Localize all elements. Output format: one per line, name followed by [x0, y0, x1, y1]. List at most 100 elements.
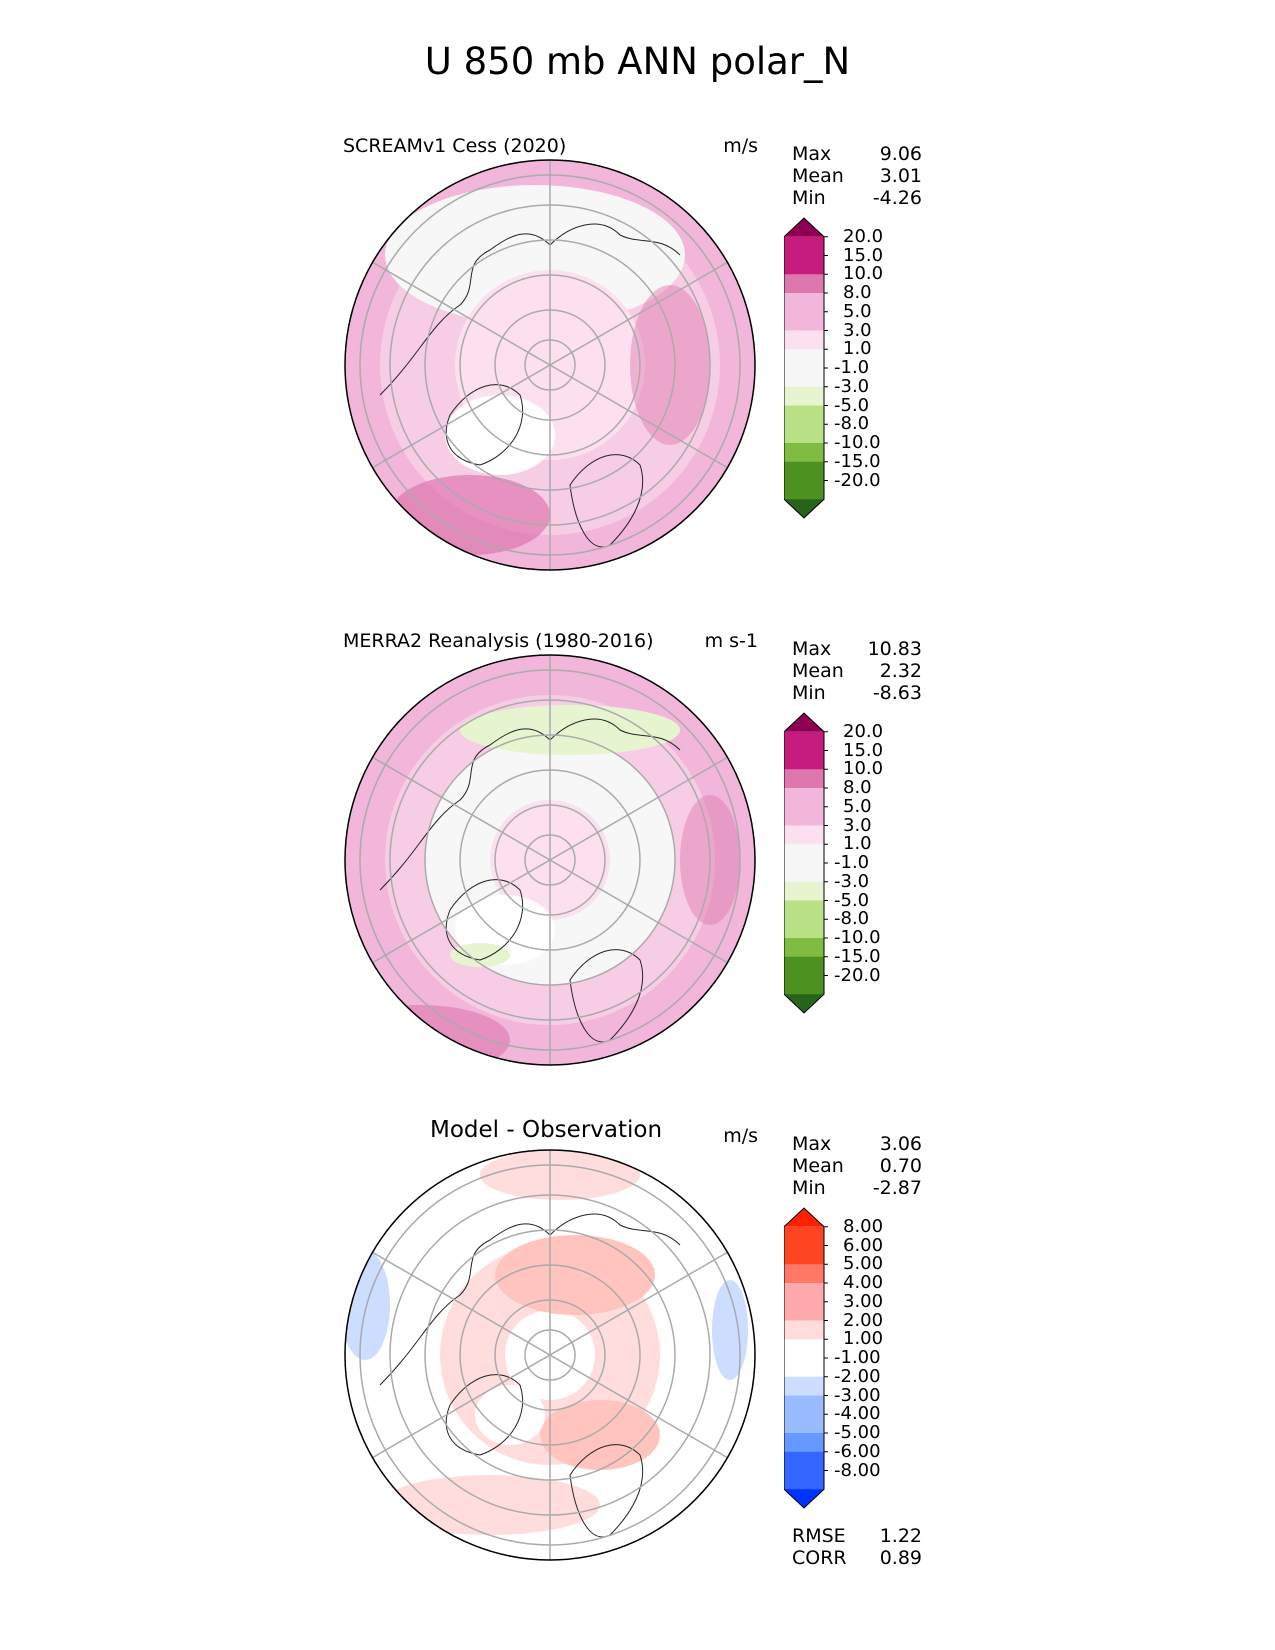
colorbar-segment [784, 956, 824, 976]
figure-title: U 850 mb ANN polar_N [424, 40, 851, 83]
graticule [359, 160, 741, 570]
coastline [379, 718, 681, 891]
stat-label: Min [792, 187, 826, 209]
colorbar-segment [784, 1339, 824, 1359]
coastline [379, 1213, 681, 1386]
colorbar-tick-label: 20.0 [843, 225, 884, 247]
colorbar-tick-label: 8.0 [843, 777, 872, 798]
colorbar-tick-label: 6.00 [843, 1234, 884, 1256]
colorbar-segment [784, 806, 824, 826]
panel-difference: Model - Observation m/s Max 3.06 Mean 0.70… [0, 1117, 1275, 1595]
colorbar-segment [784, 255, 824, 275]
colorbar-tick-label: -3.00 [834, 1384, 881, 1406]
colorbar-segment [784, 1451, 824, 1471]
colorbar-segment [784, 368, 824, 388]
colorbar-segment [784, 975, 824, 995]
colorbar-segment [784, 938, 824, 958]
panel-reference: MERRA2 Reanalysis (1980-2016) m s-1 Max 1… [0, 630, 1275, 1100]
coastline-europe [569, 949, 644, 1043]
field-neutral [475, 1385, 545, 1445]
colorbar-tick-label: -3.0 [834, 375, 870, 397]
colorbar-tick-label: 2.00 [843, 1309, 884, 1331]
colorbar-tick-label: 20.0 [843, 720, 884, 742]
field-positive [480, 1150, 640, 1200]
colorbar-tick-label: 3.0 [843, 814, 872, 836]
stats-box: Max 3.06 Mean 0.70 Min -2.87 [792, 1133, 922, 1199]
colorbar-tick-label: 3.0 [843, 319, 872, 341]
colorbar-tick-label: 10.0 [843, 263, 884, 285]
colorbar-segment [784, 1283, 824, 1303]
colorbar-tick-label: -8.00 [834, 1459, 881, 1481]
colorbar-tick-label: 8.0 [843, 282, 872, 303]
field-greenland [445, 395, 555, 475]
stat-label: Min [792, 1177, 826, 1199]
field-positive [540, 1400, 660, 1470]
map-boundary [344, 159, 756, 571]
coastline-greenland [445, 879, 524, 961]
stat-label: Max [792, 143, 832, 165]
graticule [359, 1150, 741, 1560]
colorbar-segment [784, 825, 824, 845]
panel-test: SCREAMv1 Cess (2020) m/s Max 9.06 Mean 3.0… [0, 135, 1275, 605]
colorbar-segment [784, 1264, 824, 1284]
colorbar-outline [784, 217, 825, 519]
stat-value: 10.83 [867, 638, 922, 660]
colorbar-segment [784, 769, 824, 789]
colorbar-tick-label: -1.0 [834, 852, 870, 873]
coastline-greenland [445, 384, 524, 466]
stat-label: Mean [792, 165, 844, 187]
colorbar-segment [784, 1320, 824, 1340]
colorbar-tick-label: 15.0 [843, 244, 884, 266]
colorbar-segment [784, 919, 824, 939]
metric-value: 0.89 [879, 1547, 922, 1569]
colorbar-tick-label: 5.00 [843, 1253, 884, 1275]
colorbar-tick-label: 1.00 [843, 1328, 884, 1350]
stats-box: Max 10.83 Mean 2.32 Min -8.63 [792, 638, 922, 704]
colorbar [784, 712, 828, 1014]
field-positive [380, 1475, 600, 1535]
field-weak-region [385, 185, 685, 325]
field-positive [495, 1235, 655, 1315]
stat-value: -8.63 [872, 682, 922, 704]
colorbar-segment [784, 349, 824, 369]
panel-title: MERRA2 Reanalysis (1980-2016) [343, 630, 654, 652]
colorbar-segment [784, 480, 824, 500]
colorbar-tick-label: -8.0 [834, 413, 870, 435]
field-jet-max [630, 285, 710, 445]
coastline-greenland [445, 1374, 524, 1456]
colorbar-tick-label: -3.0 [834, 870, 870, 892]
colorbar-segment [784, 1358, 824, 1378]
polar-map [344, 159, 756, 571]
colorbar-tick-label: -10.0 [834, 432, 881, 453]
colorbar-tick-label: 1.0 [843, 833, 872, 855]
graticule [359, 655, 741, 1065]
colorbar [784, 1207, 828, 1509]
polar-map [344, 1149, 756, 1561]
colorbar-tick-label: -5.0 [834, 889, 870, 911]
stats-box: Max 9.06 Mean 3.01 Min -4.26 [792, 143, 922, 209]
colorbar-extend-max [784, 1208, 824, 1227]
colorbar-segment [784, 1301, 824, 1321]
stat-label: Max [792, 1133, 832, 1155]
stat-value: 9.06 [879, 143, 922, 165]
colorbar-tick-label: -1.00 [834, 1347, 881, 1368]
colorbar-tick-label: -6.00 [834, 1440, 881, 1462]
colorbar-tick-label: -8.0 [834, 908, 870, 930]
colorbar-tick-label: -1.0 [834, 357, 870, 378]
panel-title: Model - Observation [430, 1117, 663, 1143]
colorbar-segment [784, 844, 824, 864]
colorbar-tick-label: -20.0 [834, 964, 881, 986]
colorbar-tick-label: 4.00 [843, 1272, 884, 1293]
colorbar-outline [784, 1207, 825, 1509]
colorbar-segment [784, 236, 824, 256]
colorbar-tick-label: 15.0 [843, 739, 884, 761]
colorbar-segment [784, 405, 824, 425]
colorbar-tick-label: -2.00 [834, 1365, 881, 1387]
colorbar-tick-label: -15.0 [834, 450, 881, 472]
colorbar-segment [784, 424, 824, 444]
colorbar-segment [784, 900, 824, 920]
coastline [379, 223, 681, 396]
panel-title: SCREAMv1 Cess (2020) [343, 135, 567, 157]
stat-value: -2.87 [872, 1177, 922, 1199]
field-negative [712, 1280, 748, 1380]
